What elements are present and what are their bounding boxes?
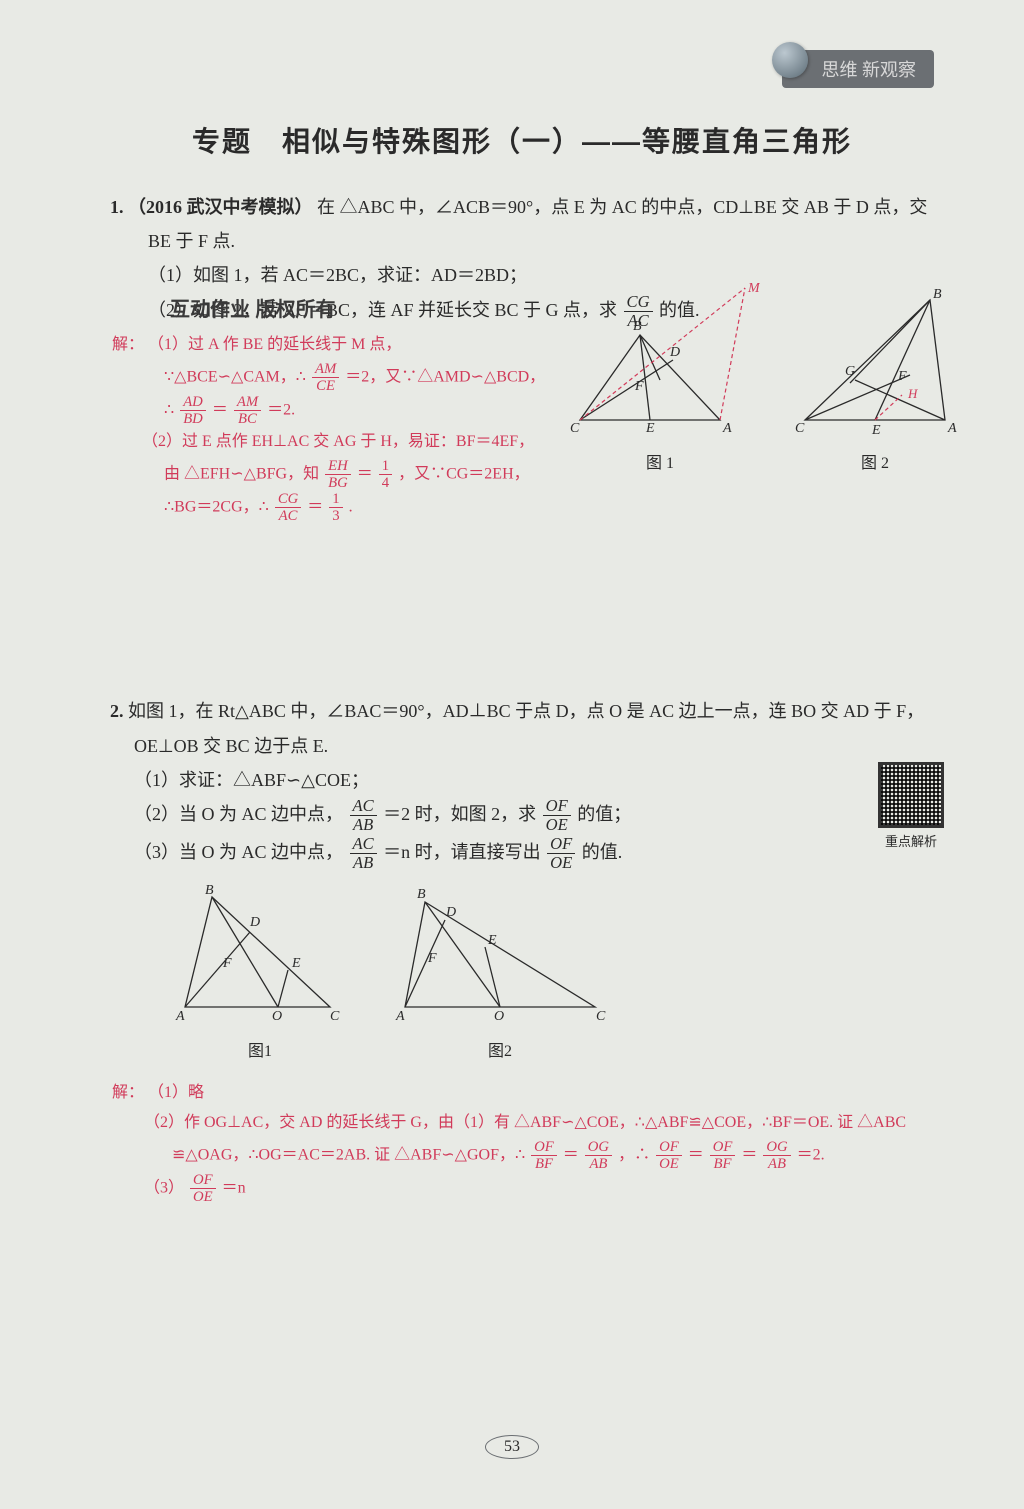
svg-text:F: F: [222, 956, 232, 971]
svg-text:C: C: [795, 421, 805, 436]
spacer: [110, 554, 934, 694]
qr-code-icon: [878, 762, 944, 828]
svg-text:H: H: [907, 386, 918, 401]
svg-text:D: D: [445, 905, 456, 920]
page-number-text: 53: [485, 1435, 539, 1459]
svg-text:A: A: [395, 1009, 405, 1022]
p2-figures: A O C B D F E 图1: [110, 882, 934, 1068]
p1-fig1-svg: C A E B D F M: [560, 280, 760, 440]
page-title: 专题 相似与特殊图形（一）——等腰直角三角形: [110, 120, 934, 160]
p2-stem-b: OE⊥OB 交 BC 边于点 E.: [110, 729, 934, 763]
svg-text:A: A: [947, 421, 957, 436]
svg-text:B: B: [417, 887, 426, 902]
problem-2: 2. 如图 1，在 Rt△ABC 中，∠BAC＝90°，AD⊥BC 于点 D，点…: [110, 694, 934, 1205]
p2-num: 2.: [110, 701, 124, 721]
svg-text:F: F: [427, 951, 437, 966]
svg-text:E: E: [871, 423, 881, 438]
p2-q3: （3）当 O 为 AC 边中点， ACAB ＝n 时，请直接写出 OFOE 的值…: [110, 835, 934, 873]
p1-num: 1.: [110, 197, 124, 217]
p2-stem: 2. 如图 1，在 Rt△ABC 中，∠BAC＝90°，AD⊥BC 于点 D，点…: [110, 694, 934, 728]
svg-text:E: E: [291, 956, 301, 971]
header-tag: 思维 新观察: [782, 50, 935, 88]
p1-stem-b: BE 于 F 点.: [110, 224, 934, 258]
p1-figures: C A E B D F M 图 1: [560, 280, 960, 473]
p2-fig2-svg: A O C B D F E: [390, 882, 610, 1022]
magnifier-icon: [772, 42, 808, 78]
p2-fig1: A O C B D F E 图1: [170, 882, 350, 1068]
svg-text:F: F: [634, 379, 644, 394]
svg-text:G: G: [845, 364, 855, 379]
p2-fig1-label: 图1: [170, 1037, 350, 1067]
p2-q1: （1）求证：△ABF∽△COE；: [110, 763, 934, 797]
qr-block: 重点解析: [878, 762, 944, 828]
p2-a2-line1: （2）作 OG⊥AC，交 AD 的延长线于 G，由（1）有 △ABF∽△COE，…: [112, 1108, 934, 1138]
svg-text:C: C: [330, 1009, 340, 1022]
p1-fig2-svg: C A E B G F H: [790, 280, 960, 440]
p1-stem-a: 在 △ABC 中，∠ACB＝90°，点 E 为 AC 的中点，CD⊥BE 交 A…: [317, 197, 927, 217]
p1-fig2-label: 图 2: [790, 449, 960, 473]
p2-a2-line2: ≌△OAG，∴OG＝AC＝2AB. 证 △ABF∽△GOF，∴ OFBF ＝ O…: [112, 1139, 934, 1172]
p2-a1: （1）略: [148, 1084, 204, 1101]
svg-text:O: O: [494, 1009, 504, 1022]
svg-text:A: A: [175, 1009, 185, 1022]
svg-text:O: O: [272, 1009, 282, 1022]
svg-text:M: M: [747, 281, 760, 296]
page-number: 53: [485, 1435, 539, 1459]
svg-text:C: C: [596, 1009, 606, 1022]
header-tag-text: 思维 新观察: [822, 56, 917, 82]
p1-source: （2016 武汉中考模拟）: [128, 197, 313, 217]
svg-text:E: E: [487, 933, 497, 948]
svg-text:B: B: [933, 287, 942, 302]
watermark: 互动作业 版权所有: [170, 293, 336, 322]
page: 思维 新观察 专题 相似与特殊图形（一）——等腰直角三角形 1. （2016 武…: [0, 0, 1024, 1509]
p2-a3: （3） OFOE ＝n: [112, 1172, 934, 1205]
p1-a2-line3: ∴BG＝2CG，∴ CGAC ＝ 13 .: [112, 491, 934, 524]
svg-text:D: D: [249, 915, 260, 930]
p2-stem-a: 如图 1，在 Rt△ABC 中，∠BAC＝90°，AD⊥BC 于点 D，点 O …: [128, 701, 924, 721]
svg-text:B: B: [205, 883, 214, 898]
p2-fig2: A O C B D F E 图2: [390, 882, 610, 1068]
p2-fig2-label: 图2: [390, 1037, 610, 1067]
p1-a1-a: （1）过 A 作 BE 的延长线于 M 点，: [148, 336, 401, 353]
svg-text:D: D: [669, 345, 680, 360]
p2-answer: 解： （1）略 （2）作 OG⊥AC，交 AD 的延长线于 G，由（1）有 △A…: [110, 1078, 934, 1206]
p1-fig1-label: 图 1: [560, 449, 760, 473]
qr-label: 重点解析: [878, 830, 944, 855]
p1-stem: 1. （2016 武汉中考模拟） 在 △ABC 中，∠ACB＝90°，点 E 为…: [110, 190, 934, 224]
svg-text:E: E: [645, 421, 655, 436]
p1-fig2: C A E B G F H 图 2: [790, 280, 960, 473]
p1-fig1: C A E B D F M 图 1: [560, 280, 760, 473]
svg-text:F: F: [897, 369, 907, 384]
p2-ans-label: 解：: [112, 1084, 144, 1101]
p1-ans-label: 解：: [112, 336, 144, 353]
svg-text:B: B: [633, 319, 642, 334]
svg-text:C: C: [570, 421, 580, 436]
p2-q2: （2）当 O 为 AC 边中点， ACAB ＝2 时，如图 2，求 OFOE 的…: [110, 797, 934, 835]
p2-fig1-svg: A O C B D F E: [170, 882, 350, 1022]
svg-text:A: A: [722, 421, 732, 436]
